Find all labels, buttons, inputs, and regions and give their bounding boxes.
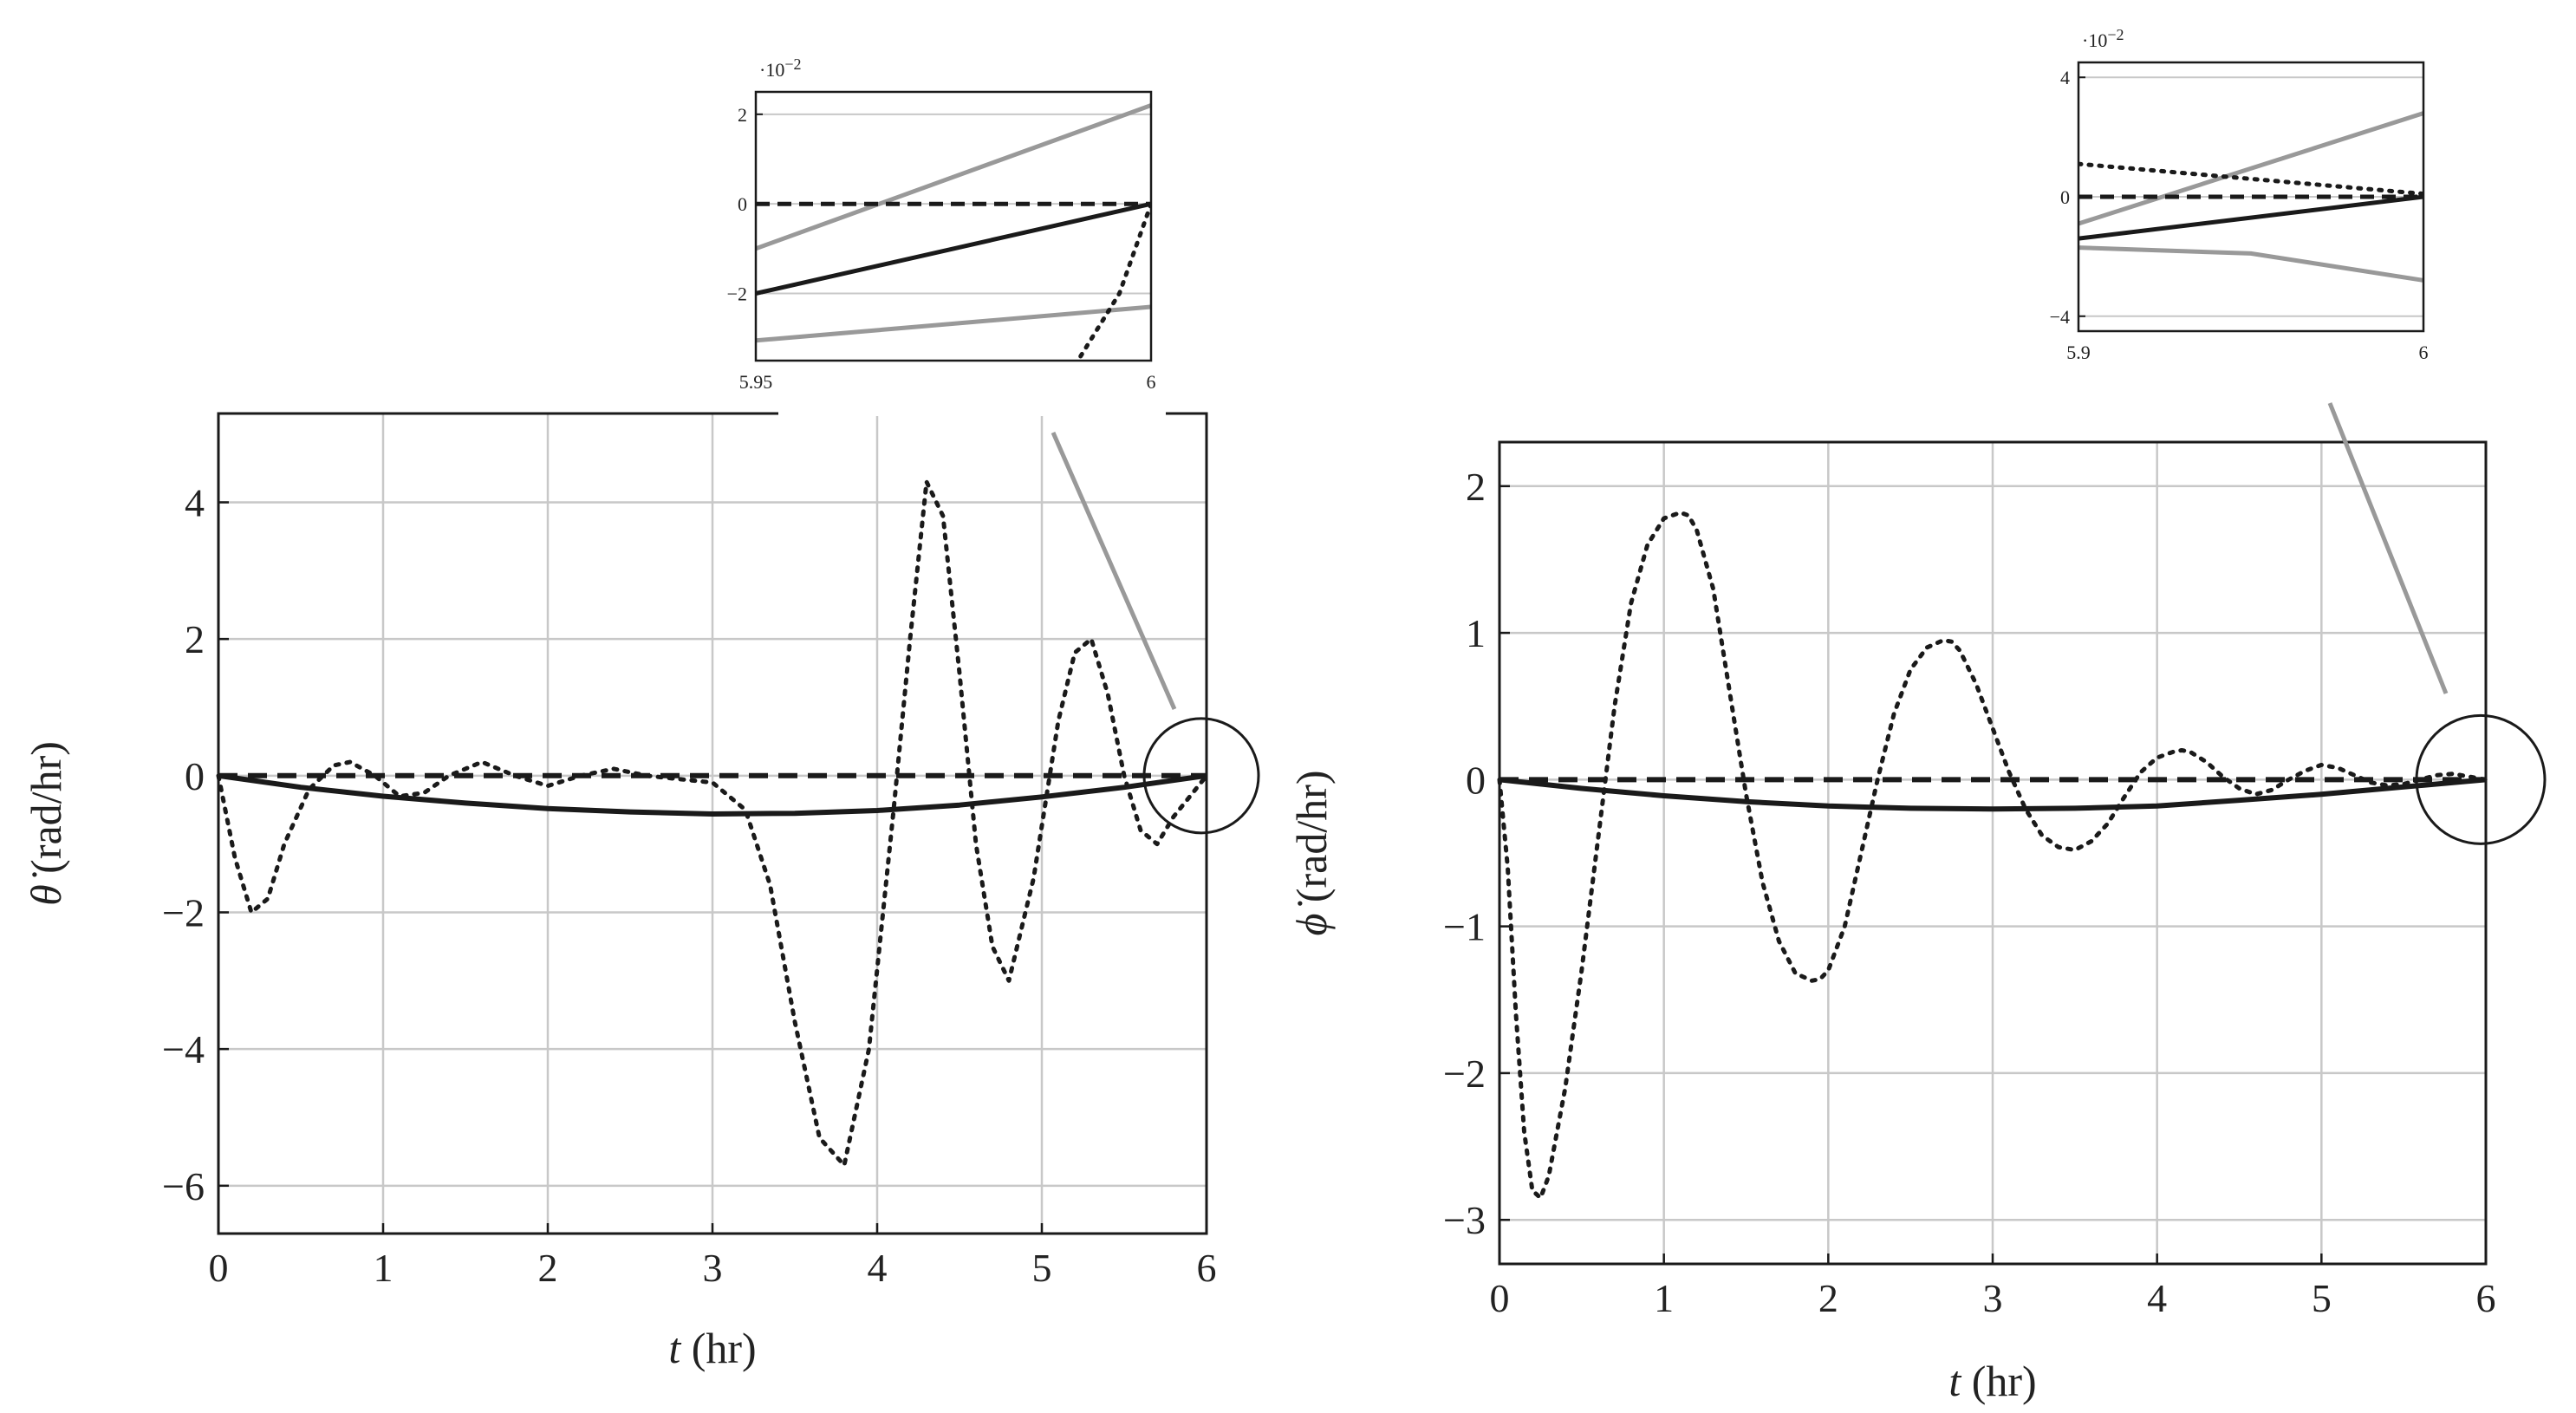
zoom-inset: −4 0 4 5.9 6 ·10−2 <box>2050 26 2429 363</box>
inset-frame <box>754 90 1153 362</box>
x-tick-label: 2 <box>538 1246 558 1290</box>
grid <box>1499 442 2486 1264</box>
inset-y-tick-label: 2 <box>738 104 747 126</box>
x-tick-label: 5 <box>2312 1276 2332 1320</box>
x-tick-label: 4 <box>2147 1276 2167 1320</box>
x-axis-symbol: t <box>668 1324 681 1372</box>
y-tick-label: 4 <box>185 480 205 524</box>
inset-y-tick-label: −2 <box>727 283 747 305</box>
zoom-inset: −2 0 2 5.95 6 ·10−2 <box>727 55 1156 393</box>
y-tick-label: −2 <box>1443 1052 1486 1096</box>
inset-y-tick-label: 4 <box>2060 67 2070 88</box>
series-line-solid <box>218 772 1207 817</box>
zoom-connector <box>2327 402 2449 694</box>
x-tick-label: 0 <box>209 1246 229 1290</box>
x-tick-label: 1 <box>1654 1276 1674 1320</box>
inset-series-line-solid <box>2078 194 2423 241</box>
zoom-circle <box>2415 713 2547 845</box>
x-tick-label: 2 <box>1818 1276 1838 1320</box>
y-tick-label: −6 <box>162 1164 205 1208</box>
series-line-dotted <box>216 479 1209 1168</box>
y-tick-label: 0 <box>185 754 205 798</box>
x-axis-label: t (hr) <box>1948 1357 2036 1405</box>
x-axis-label: t (hr) <box>668 1324 756 1372</box>
inset-series-line-solid <box>756 304 1151 343</box>
inset-series-line-solid <box>2078 111 2423 226</box>
x-tick-label: 1 <box>374 1246 394 1290</box>
inset-y-tick-label: 0 <box>2060 186 2070 208</box>
x-tick-label: 4 <box>868 1246 888 1290</box>
y-tick-label: −3 <box>1443 1198 1486 1242</box>
y-axis-unit: (rad/hr) <box>22 741 70 884</box>
x-tick-label: 6 <box>2476 1276 2496 1320</box>
y-axis-unit: (rad/hr) <box>1287 770 1336 913</box>
inset-x-tick-label: 5.95 <box>739 371 773 393</box>
theta-dot-chart: 0 1 2 3 4 5 6 −6 −4 −2 0 2 4 t (hr) θ̇ (rad/hr) −2 0 2 5.9… <box>22 55 1260 1372</box>
x-tick-label: 3 <box>703 1246 723 1290</box>
series-line-solid <box>1499 777 2487 812</box>
inset-series-line-solid <box>756 103 1151 251</box>
x-axis-symbol: t <box>1948 1357 1961 1405</box>
inset-series-line-dotted <box>1075 201 1151 361</box>
y-tick-label: 2 <box>1466 465 1486 509</box>
series-line-dotted <box>1497 510 2488 1201</box>
x-tick-label: 6 <box>1197 1246 1217 1290</box>
y-tick-label: −1 <box>1443 905 1486 949</box>
grid <box>218 413 1207 1234</box>
y-tick-label: 1 <box>1466 611 1486 655</box>
y-tick-label: 2 <box>185 617 205 661</box>
zoom-connector <box>1051 431 1177 711</box>
zoom-circle <box>1142 717 1260 835</box>
inset-exponent-label: ·10−2 <box>759 55 801 81</box>
inset-x-tick-label: 5.9 <box>2066 342 2091 363</box>
phi-dot-chart: 0 1 2 3 4 5 6 −3 −2 −1 0 1 2 t (hr) ϕ̇ (rad/hr) −4 0 4 5.9… <box>1287 26 2547 1405</box>
y-axis-label: ϕ̇ (rad/hr) <box>1287 770 1336 935</box>
inset-exponent-label: ·10−2 <box>2082 26 2124 51</box>
y-tick-label: 0 <box>1466 758 1486 802</box>
inset-y-tick-label: −4 <box>2050 306 2070 328</box>
x-axis-unit: (hr) <box>1961 1357 2036 1405</box>
x-axis-unit: (hr) <box>680 1324 756 1372</box>
y-tick-label: −2 <box>162 890 205 934</box>
inset-series-line-solid <box>756 201 1151 296</box>
y-axis-label: θ̇ (rad/hr) <box>22 741 70 906</box>
inset-y-tick-label: 0 <box>738 193 747 215</box>
x-tick-label: 3 <box>1983 1276 2003 1320</box>
x-tick-label: 5 <box>1032 1246 1052 1290</box>
inset-x-tick-label: 6 <box>1147 371 1156 393</box>
inset-series-line-solid <box>2078 245 2423 283</box>
inset-x-tick-label: 6 <box>2419 342 2429 363</box>
x-tick-label: 0 <box>1490 1276 1510 1320</box>
y-tick-label: −4 <box>162 1027 205 1071</box>
